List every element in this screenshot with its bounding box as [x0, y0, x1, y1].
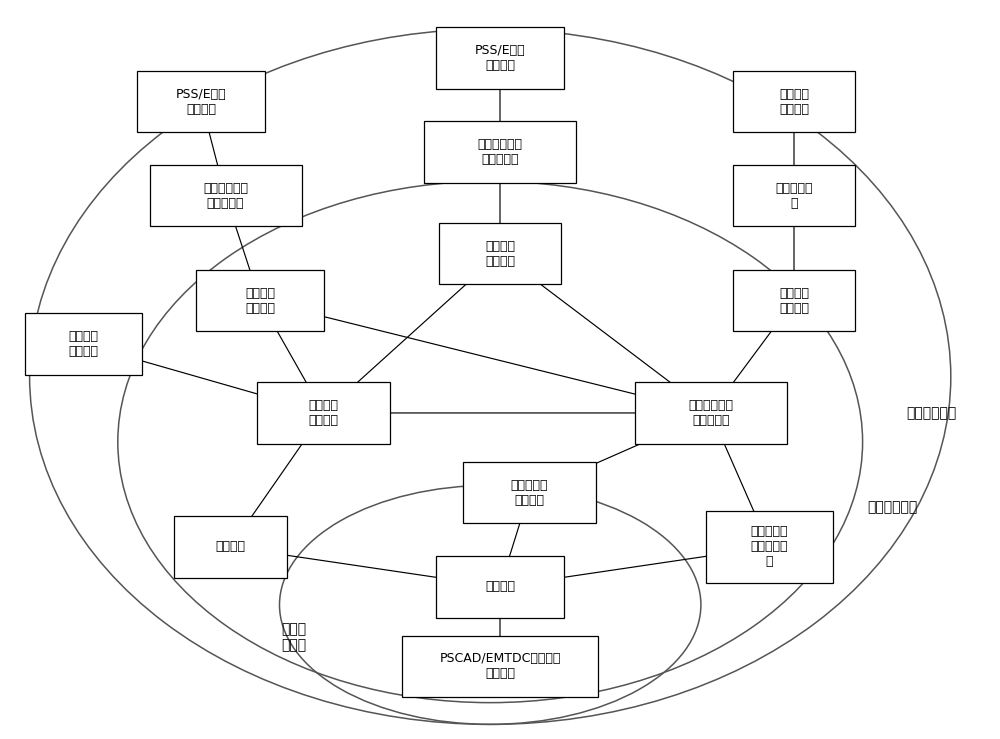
- Text: 动态电力
元件参数: 动态电力 元件参数: [485, 239, 515, 268]
- FancyBboxPatch shape: [150, 165, 302, 226]
- FancyBboxPatch shape: [257, 382, 390, 443]
- FancyBboxPatch shape: [733, 165, 855, 226]
- FancyBboxPatch shape: [424, 121, 576, 183]
- Text: PSS/E动态
数据文件: PSS/E动态 数据文件: [475, 44, 525, 72]
- Text: 动态文件数据
提取和转换: 动态文件数据 提取和转换: [478, 138, 522, 166]
- Text: 自动布线: 自动布线: [485, 580, 515, 593]
- Text: 网络模块分割
及自动布局: 网络模块分割 及自动布局: [688, 399, 733, 427]
- Text: PSCAD/EMTDC电力系统
价真模型: PSCAD/EMTDC电力系统 价真模型: [439, 653, 561, 681]
- Text: 模型生
成流程: 模型生 成流程: [282, 622, 307, 653]
- FancyBboxPatch shape: [733, 270, 855, 332]
- FancyBboxPatch shape: [25, 313, 142, 375]
- FancyBboxPatch shape: [439, 223, 561, 285]
- FancyBboxPatch shape: [463, 462, 596, 523]
- Text: 模型建立流程: 模型建立流程: [867, 500, 917, 514]
- FancyBboxPatch shape: [402, 636, 598, 697]
- Text: 电力元件
自动建模: 电力元件 自动建模: [309, 399, 339, 427]
- Text: 电力网络
连接信息: 电力网络 连接信息: [68, 330, 98, 358]
- FancyBboxPatch shape: [174, 516, 287, 578]
- Text: PSS/E潮流
数据文件: PSS/E潮流 数据文件: [176, 87, 226, 115]
- Text: 潮流文件数据
提取和转换: 潮流文件数据 提取和转换: [203, 182, 248, 210]
- Text: 元件模型: 元件模型: [216, 540, 246, 554]
- Text: 坐标数据提
取: 坐标数据提 取: [775, 182, 813, 210]
- FancyBboxPatch shape: [733, 71, 855, 132]
- Text: 静态电力
元件参数: 静态电力 元件参数: [245, 287, 275, 315]
- FancyBboxPatch shape: [436, 27, 564, 89]
- Text: 电力网络
布局文件: 电力网络 布局文件: [779, 87, 809, 115]
- FancyBboxPatch shape: [635, 382, 787, 443]
- Text: 数据准备流程: 数据准备流程: [906, 406, 956, 420]
- FancyBboxPatch shape: [436, 556, 564, 618]
- FancyBboxPatch shape: [196, 270, 324, 332]
- Text: 子网络模块
连接信息: 子网络模块 连接信息: [511, 479, 548, 507]
- FancyBboxPatch shape: [137, 71, 265, 132]
- Text: 电力网络
布局信息: 电力网络 布局信息: [779, 287, 809, 315]
- FancyBboxPatch shape: [706, 511, 833, 583]
- Text: 已自动布局
的子网络模
块: 已自动布局 的子网络模 块: [751, 525, 788, 568]
